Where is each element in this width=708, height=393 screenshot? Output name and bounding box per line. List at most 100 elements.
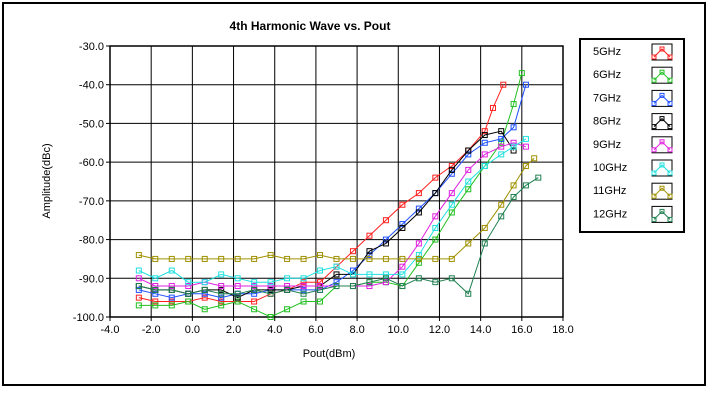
- data-point: [498, 139, 505, 146]
- data-point: [465, 240, 472, 247]
- data-point: [218, 294, 225, 301]
- x-tick-label: 6.0: [308, 324, 323, 336]
- data-point: [168, 286, 175, 293]
- legend-swatch-marker: [659, 162, 665, 168]
- data-point: [522, 143, 529, 150]
- data-point: [185, 290, 192, 297]
- data-point: [218, 283, 225, 290]
- series-12GHz: [135, 174, 542, 297]
- data-point: [382, 240, 389, 247]
- data-point: [333, 263, 340, 270]
- data-point: [317, 267, 324, 274]
- data-point: [152, 275, 159, 282]
- data-point: [168, 298, 175, 305]
- data-point: [518, 70, 525, 77]
- data-point: [317, 283, 324, 290]
- legend-swatch-line: [653, 164, 671, 174]
- data-point: [510, 124, 517, 131]
- series-11GHz: [135, 155, 538, 262]
- data-point: [135, 283, 142, 290]
- data-point: [135, 267, 142, 274]
- legend-swatch-marker: [667, 170, 673, 176]
- data-point: [498, 151, 505, 158]
- plot-border: [109, 45, 564, 318]
- data-point: [465, 290, 472, 297]
- data-point: [152, 302, 159, 309]
- data-point: [522, 163, 529, 170]
- data-point: [399, 224, 406, 231]
- data-point: [432, 190, 439, 197]
- data-point: [168, 283, 175, 290]
- x-tick-label: 14.0: [470, 324, 491, 336]
- data-point: [349, 248, 356, 255]
- data-point: [448, 190, 455, 197]
- data-point: [366, 271, 373, 278]
- data-point: [251, 298, 258, 305]
- data-point: [152, 283, 159, 290]
- data-point: [382, 271, 389, 278]
- data-point: [432, 279, 439, 286]
- data-point: [300, 255, 307, 262]
- data-point: [218, 302, 225, 309]
- data-point: [251, 290, 258, 297]
- data-point: [284, 283, 291, 290]
- data-point: [135, 294, 142, 301]
- data-point: [448, 166, 455, 173]
- legend-swatch-marker: [659, 46, 665, 52]
- legend-swatch-marker: [667, 77, 673, 83]
- y-tick-label: -50.0: [79, 118, 104, 130]
- series-line: [138, 84, 527, 299]
- data-point: [333, 255, 340, 262]
- y-tick-label: -40.0: [79, 80, 104, 92]
- data-point: [522, 135, 529, 142]
- data-point: [185, 283, 192, 290]
- data-point: [465, 166, 472, 173]
- data-point: [152, 255, 159, 262]
- legend-swatch-box: [651, 89, 673, 107]
- data-point: [415, 275, 422, 282]
- data-point: [168, 267, 175, 274]
- y-tick-label: -70.0: [79, 196, 104, 208]
- data-point: [218, 286, 225, 293]
- data-point: [168, 255, 175, 262]
- data-point: [366, 279, 373, 286]
- data-point: [510, 101, 517, 108]
- data-point: [465, 178, 472, 185]
- data-point: [135, 252, 142, 259]
- data-point: [267, 252, 274, 259]
- data-point: [349, 271, 356, 278]
- data-point: [333, 283, 340, 290]
- data-point: [498, 201, 505, 208]
- data-point: [168, 294, 175, 301]
- data-point: [535, 174, 542, 181]
- data-point: [300, 275, 307, 282]
- legend-swatch-marker: [659, 185, 665, 191]
- data-point: [522, 81, 529, 88]
- data-point: [333, 271, 340, 278]
- data-point: [399, 271, 406, 278]
- data-point: [399, 263, 406, 270]
- data-point: [448, 201, 455, 208]
- data-point: [349, 283, 356, 290]
- legend-swatch-box: [651, 113, 673, 131]
- data-point: [465, 147, 472, 154]
- legend-swatch-line: [653, 71, 671, 81]
- legend-swatch-marker: [667, 100, 673, 106]
- data-point: [481, 151, 488, 158]
- data-point: [481, 240, 488, 247]
- data-point: [366, 283, 373, 290]
- legend-swatch-marker: [651, 216, 657, 222]
- data-point: [399, 221, 406, 228]
- x-tick-label: 8.0: [349, 324, 364, 336]
- legend-swatch-box: [651, 159, 673, 177]
- data-point: [382, 255, 389, 262]
- data-point: [448, 255, 455, 262]
- data-point: [382, 217, 389, 224]
- legend-swatch-line: [653, 117, 671, 127]
- data-point: [152, 290, 159, 297]
- data-point: [284, 286, 291, 293]
- data-point: [333, 279, 340, 286]
- data-point: [415, 259, 422, 266]
- data-point: [218, 255, 225, 262]
